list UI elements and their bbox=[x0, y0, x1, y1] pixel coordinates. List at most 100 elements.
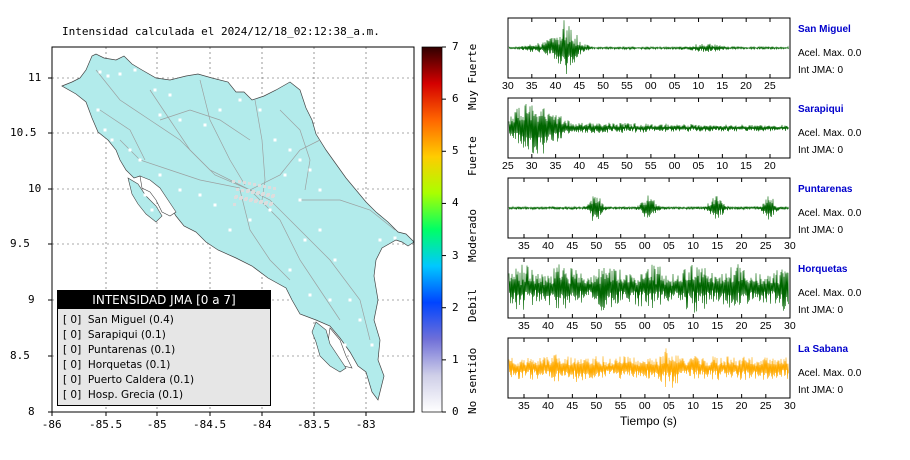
y-tick-label: 11 bbox=[28, 71, 42, 84]
legend-row: [ 0] Sarapiqui (0.1) bbox=[63, 329, 166, 341]
time-tick-label: 55 bbox=[614, 240, 627, 252]
town-marker bbox=[258, 184, 261, 187]
town-marker bbox=[106, 74, 110, 78]
seismogram-trace bbox=[508, 103, 789, 154]
town-marker bbox=[243, 181, 246, 184]
colorbar-category-label: Fuerte bbox=[466, 136, 479, 176]
time-tick-label: 20 bbox=[764, 160, 776, 172]
town-marker bbox=[96, 108, 100, 112]
x-tick-label: -83 bbox=[355, 418, 376, 431]
town-marker bbox=[128, 148, 132, 152]
town-marker bbox=[233, 203, 236, 206]
town-marker bbox=[268, 208, 272, 212]
colorbar-tick-label: 5 bbox=[452, 144, 459, 158]
town-marker bbox=[288, 148, 292, 152]
time-tick-label: 30 bbox=[502, 80, 514, 92]
town-marker bbox=[158, 173, 162, 177]
x-tick-label: -84 bbox=[251, 418, 272, 431]
time-tick-label: 10 bbox=[687, 320, 699, 332]
town-marker bbox=[153, 88, 157, 92]
station-name: Sarapiqui bbox=[798, 104, 844, 115]
time-tick-label: 05 bbox=[663, 320, 675, 332]
time-tick-label: 00 bbox=[638, 400, 651, 412]
station-max-accel: Acel. Max. 0.0 bbox=[798, 48, 862, 59]
town-marker bbox=[318, 188, 322, 192]
time-tick-label: 15 bbox=[711, 320, 724, 332]
time-tick-label: 20 bbox=[740, 80, 752, 92]
town-marker bbox=[238, 180, 241, 183]
town-marker bbox=[198, 193, 202, 197]
time-tick-label: 45 bbox=[566, 240, 579, 252]
time-tick-label: 25 bbox=[759, 400, 772, 412]
time-tick-label: 05 bbox=[663, 400, 675, 412]
colorbar-tick-label: 3 bbox=[452, 248, 459, 262]
town-marker bbox=[250, 198, 253, 201]
time-tick-label: 30 bbox=[784, 400, 796, 412]
seismogram-trace bbox=[508, 348, 789, 388]
station-jma-intensity: Int JMA: 0 bbox=[798, 145, 844, 156]
time-tick-label: 25 bbox=[764, 80, 776, 92]
town-marker bbox=[178, 118, 182, 122]
town-marker bbox=[138, 158, 142, 162]
time-tick-label: 25 bbox=[502, 160, 514, 172]
town-marker bbox=[248, 218, 252, 222]
town-marker bbox=[298, 158, 302, 162]
time-tick-label: 40 bbox=[549, 80, 562, 92]
town-marker bbox=[203, 123, 207, 127]
legend-row: [ 0] Horquetas (0.1) bbox=[63, 359, 171, 371]
town-marker bbox=[262, 192, 265, 195]
station-max-accel: Acel. Max. 0.0 bbox=[798, 368, 862, 379]
town-marker bbox=[110, 138, 114, 142]
town-marker bbox=[158, 113, 162, 117]
colorbar-category-label: Debil bbox=[466, 288, 479, 322]
town-marker bbox=[240, 196, 243, 199]
time-tick-label: 20 bbox=[735, 240, 748, 252]
y-tick-label: 10.5 bbox=[10, 126, 37, 139]
x-tick-label: -85 bbox=[146, 418, 167, 431]
time-tick-label: 45 bbox=[597, 160, 609, 172]
town-marker bbox=[150, 208, 154, 212]
y-tick-label: 8.5 bbox=[10, 349, 30, 362]
time-tick-label: 35 bbox=[518, 400, 530, 412]
town-marker bbox=[258, 108, 262, 112]
station-max-accel: Acel. Max. 0.0 bbox=[798, 128, 862, 139]
time-tick-label: 30 bbox=[784, 320, 796, 332]
town-marker bbox=[370, 343, 374, 347]
y-tick-label: 8 bbox=[28, 405, 35, 418]
town-marker bbox=[273, 187, 276, 190]
time-tick-label: 30 bbox=[784, 240, 796, 252]
town-markers bbox=[96, 68, 397, 347]
time-tick-label: 20 bbox=[735, 320, 748, 332]
station-jma-intensity: Int JMA: 0 bbox=[798, 385, 844, 396]
town-marker bbox=[255, 199, 258, 202]
time-axis-label: Tiempo (s) bbox=[620, 414, 677, 428]
seismogram-panels bbox=[507, 17, 791, 399]
town-marker bbox=[241, 189, 244, 192]
time-tick-label: 35 bbox=[518, 240, 530, 252]
time-tick-label: 15 bbox=[740, 160, 752, 172]
colorbar-tick-label: 7 bbox=[452, 40, 459, 53]
town-marker bbox=[257, 191, 260, 194]
x-tick-label: -84.5 bbox=[193, 418, 227, 431]
town-marker bbox=[248, 182, 251, 185]
town-marker bbox=[270, 202, 273, 205]
time-tick-label: 05 bbox=[668, 80, 681, 92]
time-tick-label: 40 bbox=[573, 160, 586, 172]
town-marker bbox=[178, 188, 182, 192]
legend-header: INTENSIDAD JMA [0 a 7] bbox=[58, 291, 270, 309]
time-tick-label: 50 bbox=[590, 400, 603, 412]
y-tick-label: 9.5 bbox=[10, 237, 30, 250]
town-marker bbox=[228, 228, 232, 232]
town-marker bbox=[260, 200, 263, 203]
time-tick-label: 50 bbox=[590, 240, 603, 252]
town-marker bbox=[298, 198, 302, 202]
gulf-of-nicoya bbox=[139, 175, 177, 217]
station-max-accel: Acel. Max. 0.0 bbox=[798, 208, 862, 219]
time-tick-label: 15 bbox=[711, 400, 724, 412]
time-tick-label: 25 bbox=[759, 320, 772, 332]
map-frame bbox=[51, 46, 415, 413]
legend-row: [ 0] Hosp. Grecia (0.1) bbox=[63, 389, 184, 401]
time-tick-label: 50 bbox=[621, 160, 633, 172]
town-marker bbox=[245, 197, 248, 200]
